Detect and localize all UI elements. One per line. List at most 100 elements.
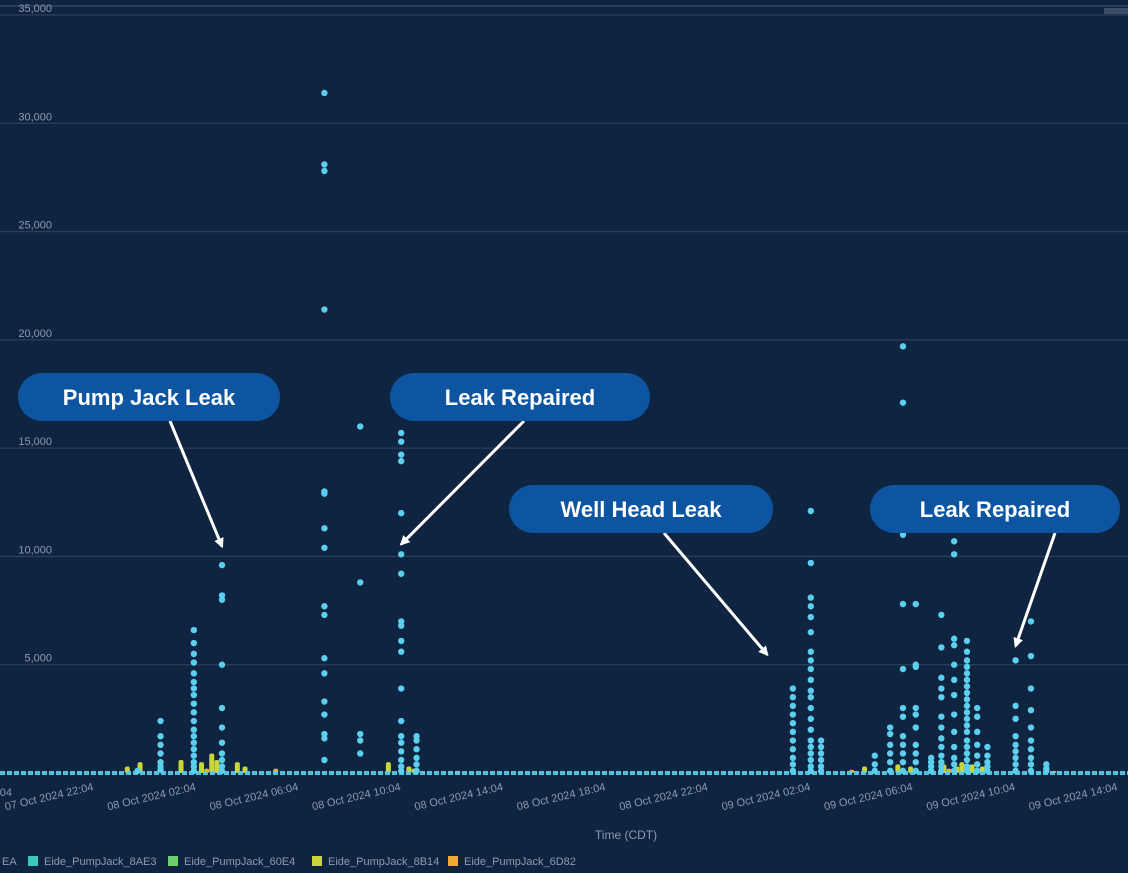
data-point — [938, 735, 945, 742]
data-point — [974, 728, 981, 736]
y-tick-label: 25,000 — [18, 220, 52, 232]
data-point — [938, 694, 945, 701]
y-axis-ticks: 5,000 10,000 15,000 20,000 25,000 30,000 35,00… — [18, 3, 52, 665]
data-point — [807, 726, 814, 733]
y-tick-label: 5,000 — [24, 653, 52, 665]
bar-mark — [959, 762, 965, 773]
data-point — [817, 763, 825, 770]
data-point — [817, 750, 825, 757]
data-point — [871, 761, 878, 768]
data-point — [218, 724, 226, 731]
data-point — [912, 758, 919, 766]
data-point — [1027, 745, 1035, 753]
data-point — [190, 650, 198, 658]
data-point — [963, 728, 971, 736]
data-point — [398, 763, 405, 770]
data-point — [927, 754, 935, 762]
legend-swatch — [168, 856, 178, 866]
data-point — [899, 600, 907, 608]
data-point — [950, 661, 958, 668]
bar-mark — [209, 753, 215, 773]
data-point — [190, 685, 198, 692]
data-point — [357, 730, 364, 738]
data-point — [218, 661, 226, 668]
data-point — [398, 618, 405, 625]
data-point — [886, 750, 894, 757]
data-point — [807, 648, 814, 655]
data-point — [974, 704, 981, 712]
data-point — [899, 531, 907, 538]
data-point — [807, 687, 814, 694]
data-point — [963, 750, 971, 757]
data-point — [950, 743, 958, 751]
data-point — [974, 767, 981, 775]
data-point — [190, 659, 198, 666]
data-point — [899, 750, 907, 757]
data-point — [789, 694, 797, 701]
annotation-arrow — [1013, 532, 1057, 648]
y-tick-label: 15,000 — [18, 436, 52, 448]
data-point — [190, 758, 198, 766]
data-point — [807, 763, 814, 770]
data-point — [912, 600, 919, 608]
data-point — [938, 674, 945, 681]
legend-swatch — [28, 856, 38, 866]
data-point — [398, 570, 405, 577]
data-point — [398, 739, 405, 746]
data-point — [321, 603, 328, 610]
data-point — [807, 743, 814, 751]
annotation-box — [18, 373, 280, 421]
data-point — [413, 732, 420, 740]
data-point — [190, 717, 198, 725]
data-point — [398, 551, 405, 558]
data-point — [1027, 737, 1035, 744]
data-point — [899, 713, 907, 720]
data-point — [157, 750, 164, 757]
annotation-box — [509, 485, 773, 533]
data-point — [190, 726, 198, 733]
data-point — [134, 767, 141, 775]
bar-mark — [178, 760, 184, 773]
data-point — [963, 676, 971, 684]
legend-label: Eide_PumpJack_6D82 — [464, 856, 576, 868]
data-point — [218, 739, 226, 746]
data-point — [413, 767, 420, 775]
data-point — [190, 745, 198, 753]
data-point — [190, 691, 198, 699]
data-point — [938, 752, 945, 759]
data-point — [886, 730, 894, 738]
data-point — [871, 752, 878, 759]
legend-swatch — [312, 856, 322, 866]
data-point — [938, 758, 945, 766]
data-point — [157, 758, 164, 766]
data-point — [218, 704, 226, 712]
data-point — [807, 750, 814, 757]
scroll-indicator — [1104, 8, 1128, 14]
data-point — [398, 509, 405, 517]
data-point — [190, 700, 198, 707]
data-point — [950, 728, 958, 736]
data-point — [789, 711, 797, 718]
data-point — [886, 758, 894, 766]
legend-label: Eide_PumpJack_60E4 — [184, 856, 295, 868]
data-point — [938, 743, 945, 751]
data-point — [1012, 741, 1019, 749]
annotations: Pump Jack Leak Leak Repaired Well Head Lea… — [18, 373, 1120, 657]
data-point — [807, 665, 814, 673]
data-point — [963, 702, 971, 710]
bar-mark — [214, 760, 220, 773]
data-point — [912, 741, 919, 749]
data-point — [950, 767, 958, 775]
data-point — [789, 745, 797, 753]
data-point — [974, 752, 981, 759]
data-point — [912, 750, 919, 757]
y-tick-label: 35,000 — [18, 3, 52, 15]
data-point — [807, 756, 814, 764]
data-point — [886, 767, 894, 775]
data-point — [789, 728, 797, 736]
data-point — [984, 752, 991, 759]
data-point — [817, 756, 825, 764]
